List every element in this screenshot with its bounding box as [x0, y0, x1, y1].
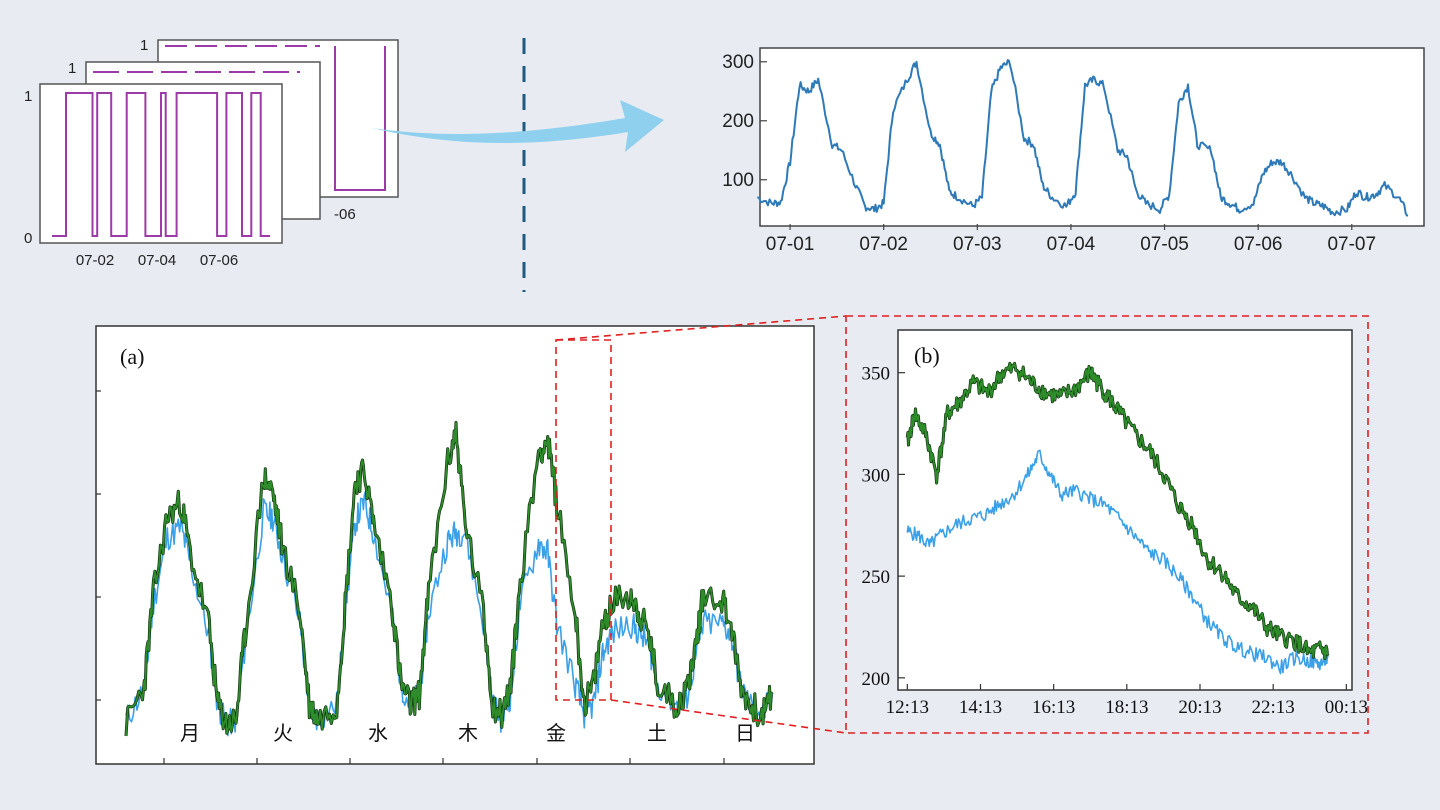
binary-plot-area [52, 92, 270, 237]
chart-a-day-label: 火 [273, 721, 293, 745]
chart-b-y-tick-label: 350 [862, 364, 891, 385]
chart-a-label: (a) [120, 344, 144, 369]
binary-y-tick-1: 1 [24, 88, 32, 105]
weekly-load-chart: 100 200 300 07-01 07-02 07-03 07-04 07-05 07-06… [722, 47, 1425, 255]
chart-b-x-tick-label: 18:13 [1105, 697, 1148, 718]
weekly-x-tick-label: 07-04 [1047, 234, 1096, 255]
chart-b-y-tick-label: 250 [862, 567, 891, 588]
chart-a: 月 火 水 木 金 土 日 (a) [95, 325, 815, 765]
chart-a-day-label: 土 [647, 721, 667, 745]
chart-a-day-label: 金 [546, 721, 566, 745]
chart-b-x-tick-label: 12:13 [886, 697, 929, 718]
binary-stack: 1 1 -06 1 0 07-02 07-04 07-06 [24, 37, 399, 269]
chart-a-day-label: 木 [458, 721, 478, 745]
chart-b-y-tick-label: 200 [862, 669, 891, 690]
svg-text:1: 1 [68, 60, 76, 77]
weekly-load-series-line [757, 59, 1409, 217]
weekly-x-axis: 07-01 07-02 07-03 07-04 07-05 07-06 07-07 [766, 224, 1376, 255]
chart-a-day-label: 水 [368, 721, 388, 745]
chart-a-frame [95, 325, 815, 765]
weekly-x-tick-label: 07-05 [1140, 234, 1189, 255]
weekly-plot-frame [759, 47, 1425, 227]
weekly-x-tick-label: 07-03 [953, 234, 1002, 255]
chart-b-green-series [906, 362, 1329, 660]
transform-arrow [372, 100, 664, 152]
binary-x-tick: 07-04 [138, 252, 176, 269]
chart-a-day-label: 日 [735, 721, 755, 745]
chart-b-plot-area [905, 361, 1330, 675]
binary-series-line [52, 92, 270, 237]
binary-x-tick: 07-06 [200, 252, 238, 269]
weekly-x-tick-label: 07-07 [1327, 234, 1376, 255]
back-card-date-label: -06 [334, 206, 356, 223]
zoom-region-box [555, 339, 612, 701]
zoom-detail-box [845, 315, 1369, 734]
binary-x-tick: 07-02 [76, 252, 114, 269]
weekly-y-tick-label: 200 [722, 111, 754, 132]
chart-b-label: (b) [914, 343, 940, 368]
chart-b-x-tick-label: 22:13 [1252, 697, 1295, 718]
chart-a-green-series [125, 421, 774, 737]
weekly-x-tick-label: 07-01 [766, 234, 815, 255]
chart-b-blue-series [906, 449, 1329, 675]
chart-b-axes: 200 250 300 350 12:13 14:13 16:13 18:13 20:13 22:… [862, 364, 1368, 718]
zoom-connectors [555, 315, 847, 734]
chart-b-x-tick-label: 20:13 [1178, 697, 1221, 718]
chart-a-day-label: 月 [180, 721, 200, 745]
chart-b-x-tick-label: 14:13 [959, 697, 1002, 718]
weekly-plot-area [757, 59, 1409, 217]
chart-b-y-tick-label: 300 [862, 465, 891, 486]
chart-b-x-tick-label: 00:13 [1325, 697, 1368, 718]
weekly-y-tick-label: 100 [722, 170, 754, 191]
chart-b-x-tick-label: 16:13 [1032, 697, 1075, 718]
weekly-y-tick-label: 300 [722, 52, 754, 73]
weekly-x-tick-label: 07-02 [859, 234, 908, 255]
weekly-y-axis: 100 200 300 [722, 52, 767, 191]
svg-text:1: 1 [140, 37, 148, 54]
weekly-x-tick-label: 07-06 [1234, 234, 1283, 255]
binary-y-tick-0: 0 [24, 230, 32, 247]
chart-b: 200 250 300 350 12:13 14:13 16:13 18:13 20:13 22:… [845, 315, 1369, 734]
binary-card-front: 1 0 07-02 07-04 07-06 [24, 83, 283, 269]
chart-a-axes: 月火水木金土日 [96, 390, 755, 764]
chart-a-plot-area [124, 421, 774, 737]
